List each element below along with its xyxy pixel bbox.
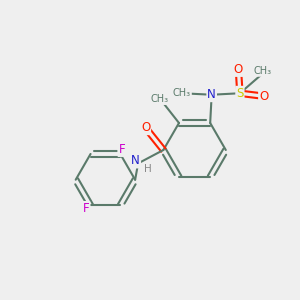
Text: N: N <box>207 88 216 101</box>
Text: S: S <box>236 87 244 100</box>
Text: O: O <box>259 90 268 103</box>
Text: CH₃: CH₃ <box>253 66 271 76</box>
Text: O: O <box>141 121 150 134</box>
Text: F: F <box>118 143 125 156</box>
Text: O: O <box>234 63 243 76</box>
Text: F: F <box>83 202 89 215</box>
Text: H: H <box>144 164 152 174</box>
Text: CH₃: CH₃ <box>151 94 169 104</box>
Text: N: N <box>131 154 140 167</box>
Text: CH₃: CH₃ <box>173 88 191 98</box>
